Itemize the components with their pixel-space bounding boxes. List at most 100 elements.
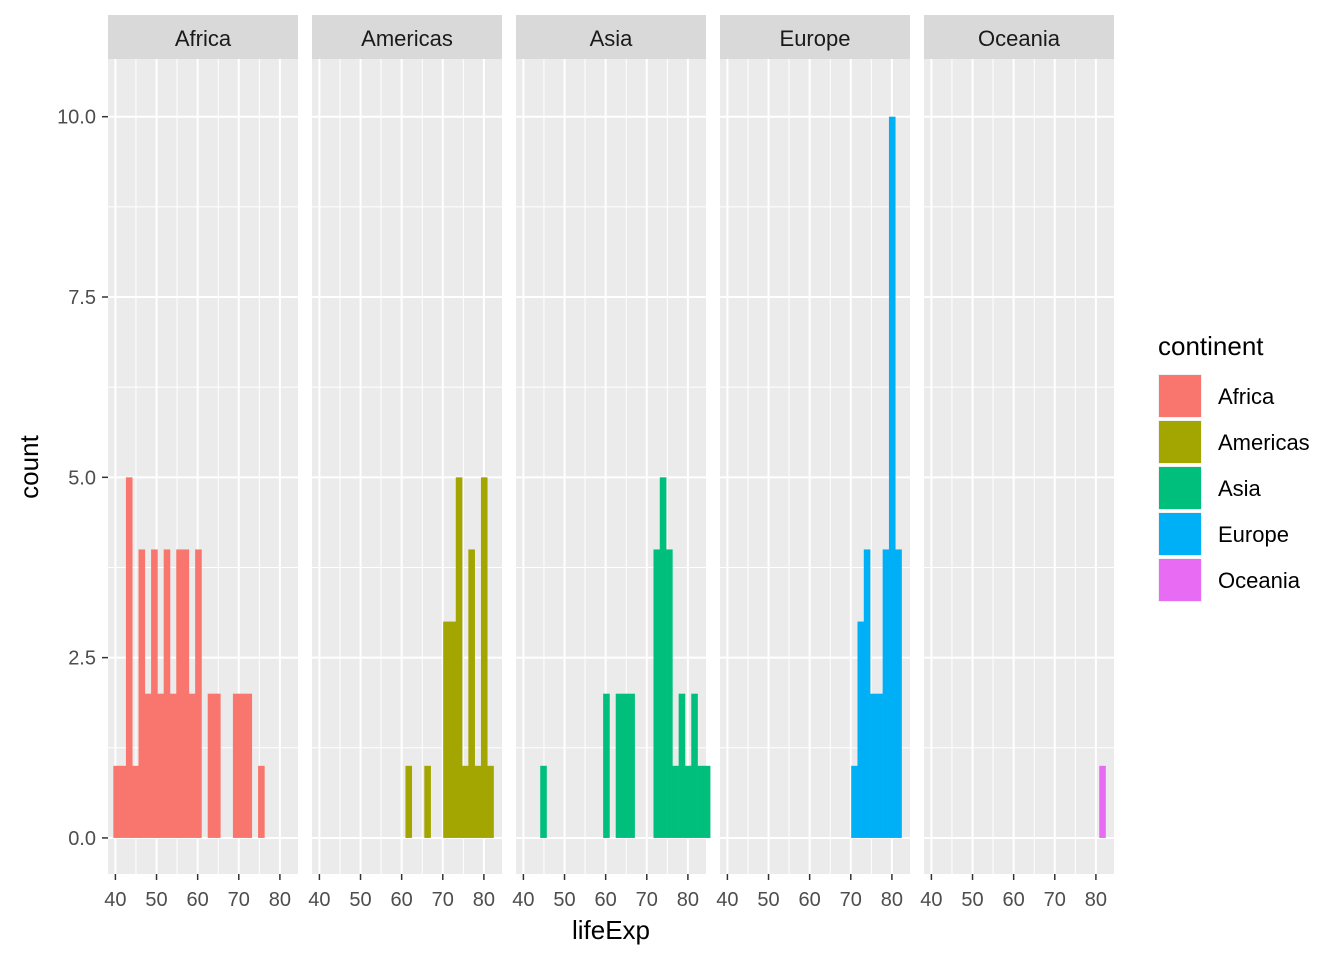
histogram-bar <box>182 549 190 838</box>
histogram-bar <box>882 549 890 838</box>
histogram-bar <box>169 693 177 838</box>
histogram-bar <box>653 549 661 838</box>
y-tick-label: 0.0 <box>68 828 96 850</box>
histogram-bar <box>245 693 253 838</box>
panel-background <box>108 59 298 874</box>
x-tick-label: 40 <box>716 889 738 911</box>
x-tick-label: 60 <box>1003 889 1025 911</box>
panel-asia: Asia 40 50 60 70 80 <box>512 15 711 911</box>
histogram-bar <box>851 765 858 838</box>
panel-background <box>924 59 1114 874</box>
x-tick-label: 40 <box>308 889 330 911</box>
x-tick-label: 50 <box>553 889 575 911</box>
x-tick-label: 50 <box>757 889 779 911</box>
histogram-bar <box>540 765 547 838</box>
histogram-bar <box>214 693 221 838</box>
histogram-bar <box>863 549 871 838</box>
histogram-bar <box>474 765 482 838</box>
y-tick-label: 10.0 <box>57 107 96 129</box>
x-tick-label: 70 <box>432 889 454 911</box>
x-tick-label: 40 <box>104 889 126 911</box>
x-tick-label: 60 <box>799 889 821 911</box>
x-tick-label: 60 <box>595 889 617 911</box>
legend-entry-label: Africa <box>1218 384 1275 409</box>
x-tick-label: 80 <box>1085 889 1107 911</box>
histogram-bar <box>603 693 610 838</box>
x-tick-label: 80 <box>677 889 699 911</box>
panel-americas: Americas 40 50 60 70 80 <box>308 15 502 911</box>
histogram-bar <box>157 693 164 838</box>
x-tick-label: 70 <box>228 889 250 911</box>
legend-key-swatch <box>1159 375 1201 417</box>
facet-strip <box>516 15 706 59</box>
histogram-bar <box>615 693 623 838</box>
histogram-bar <box>258 765 265 838</box>
legend-entry-label: Europe <box>1218 522 1289 547</box>
histogram-bar <box>876 693 883 838</box>
histogram-bar <box>188 693 196 838</box>
histogram-bar <box>691 693 698 838</box>
panel-oceania: Oceania 40 50 60 70 80 <box>920 15 1114 911</box>
histogram-bar <box>678 693 686 838</box>
y-tick-label: 5.0 <box>68 467 96 489</box>
histogram-bar <box>405 765 413 838</box>
legend-entry-label: Oceania <box>1218 568 1301 593</box>
histogram-bar <box>697 765 705 838</box>
legend-entry-label: Asia <box>1218 476 1262 501</box>
histogram-bar <box>449 621 457 838</box>
histogram-bar <box>113 765 120 838</box>
histogram-bar <box>895 549 902 838</box>
x-tick-label: 50 <box>961 889 983 911</box>
histogram-bar <box>480 477 488 838</box>
histogram-bar <box>468 549 475 838</box>
histogram-bar <box>628 693 635 838</box>
histogram-bar <box>703 765 711 838</box>
histogram-bar <box>138 549 146 838</box>
histogram-bar <box>132 765 139 838</box>
x-tick-label: 70 <box>1044 889 1066 911</box>
facet-strip <box>924 15 1114 59</box>
x-tick-label: 60 <box>391 889 413 911</box>
x-tick-label: 80 <box>269 889 291 911</box>
histogram-bar <box>857 621 865 838</box>
histogram-bar <box>125 477 133 838</box>
x-tick-label: 60 <box>187 889 209 911</box>
legend-key-swatch <box>1159 421 1201 463</box>
x-tick-label: 40 <box>512 889 534 911</box>
histogram-bar <box>462 765 469 838</box>
histogram-bar <box>672 765 679 838</box>
x-tick-label: 80 <box>473 889 495 911</box>
facet-strip-label: Africa <box>175 26 232 51</box>
histogram-bar <box>207 693 215 838</box>
histogram-bar <box>163 549 171 838</box>
x-tick-label: 50 <box>145 889 167 911</box>
legend: continent Africa Americas Asia Europe Oceani… <box>1158 331 1310 602</box>
panel-background <box>516 59 706 874</box>
facet-strip <box>312 15 502 59</box>
y-axis-title: count <box>14 434 44 498</box>
x-tick-label: 70 <box>840 889 862 911</box>
histogram-bar <box>119 765 127 838</box>
x-tick-label: 40 <box>920 889 942 911</box>
histogram-bar <box>684 765 692 838</box>
histogram-bar <box>888 116 896 838</box>
panel-africa: Africa 40 50 60 70 80 <box>104 15 298 911</box>
histogram-bar <box>144 693 152 838</box>
facet-strip-label: Asia <box>590 26 634 51</box>
histogram-bar <box>443 621 450 838</box>
chart-panels: Africa 40 50 60 70 80 Americas 40 50 60 70 80 Asia 40… <box>104 15 1114 911</box>
facet-strip <box>108 15 298 59</box>
legend-key-swatch <box>1159 559 1201 601</box>
panel-europe: Europe 40 50 60 70 80 <box>716 15 910 911</box>
facet-strip-label: Americas <box>361 26 453 51</box>
legend-key-swatch <box>1159 513 1201 555</box>
facet-strip <box>720 15 910 59</box>
histogram-bar <box>232 693 240 838</box>
x-tick-label: 70 <box>636 889 658 911</box>
histogram-bar <box>424 765 431 838</box>
y-tick-label: 7.5 <box>68 287 96 309</box>
facet-strip-label: Europe <box>780 26 851 51</box>
legend-key-swatch <box>1159 467 1201 509</box>
histogram-bar <box>176 549 183 838</box>
